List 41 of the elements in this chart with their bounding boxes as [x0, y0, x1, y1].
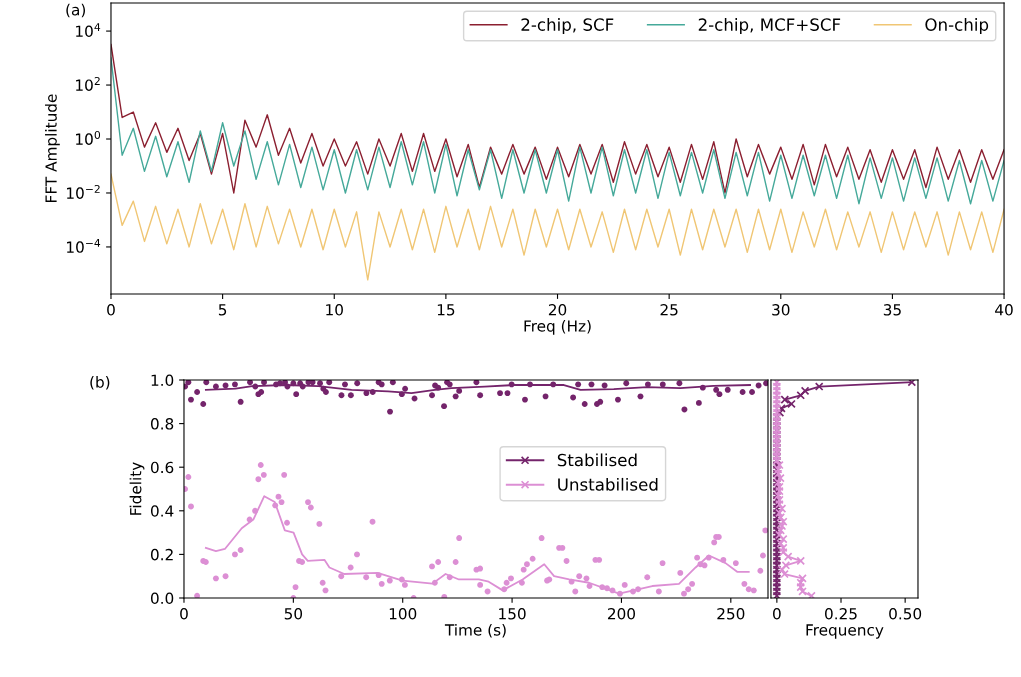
x-axis-title: Time (s): [444, 623, 506, 638]
y-tick-label: 1.0: [151, 374, 174, 387]
x-tick-label: 10: [326, 304, 343, 316]
text: (b): [90, 375, 110, 390]
x-tick-label: 15: [437, 304, 455, 316]
x-tick-label: 5: [218, 304, 227, 316]
x-tick-label: 0.25: [825, 607, 857, 620]
y-tick-label: 0.0: [150, 592, 174, 605]
x-tick-label: 40: [995, 304, 1013, 316]
x-tick-label: 25: [660, 304, 678, 316]
x-tick-label: 0: [180, 607, 188, 620]
x-axis-title: Frequency: [806, 624, 884, 639]
y-axis-title: FFT Amplitude: [45, 94, 60, 202]
x-tick-label: 150: [499, 607, 526, 620]
y-tick-label: 0.4: [150, 505, 174, 517]
y-tick-label: 0.6: [150, 461, 174, 474]
y-tick-label: 10$^{−4}$: [67, 239, 101, 253]
y-tick-label: 0.8: [150, 418, 174, 430]
y-tick-label: 10$^{2}$: [76, 76, 100, 91]
x-tick-label: 50: [284, 607, 303, 620]
y-tick-label: 0.2: [150, 548, 173, 561]
x-axis-title: Freq (Hz): [524, 319, 591, 335]
x-tick-label: 20: [548, 304, 567, 316]
legend-label: 2-chip, MCF+SCF: [698, 17, 841, 35]
y-tick-label: 10$^{0}$: [76, 130, 101, 145]
x-tick-label: 30: [772, 304, 790, 316]
x-tick-label: 250: [717, 607, 745, 620]
x-tick-label: 0.50: [889, 607, 922, 620]
text: (a): [66, 3, 86, 18]
legend-label: Stabilised: [557, 453, 637, 467]
legend-label: Unstabilised: [558, 477, 658, 491]
x-tick-label: 0: [107, 304, 115, 316]
y-tick-label: 10$^{−2}$: [67, 184, 100, 199]
x-tick-label: 200: [607, 607, 636, 620]
x-tick-label: 35: [883, 304, 901, 316]
y-tick-label: 10$^{4}$: [76, 23, 101, 37]
x-tick-label: 100: [389, 607, 417, 620]
y-axis-title: Fidelity: [129, 462, 145, 515]
x-tick-label: 0: [773, 607, 781, 620]
legend-label: On-chip: [925, 17, 989, 35]
legend-label: 2-chip, SCF: [521, 17, 614, 35]
